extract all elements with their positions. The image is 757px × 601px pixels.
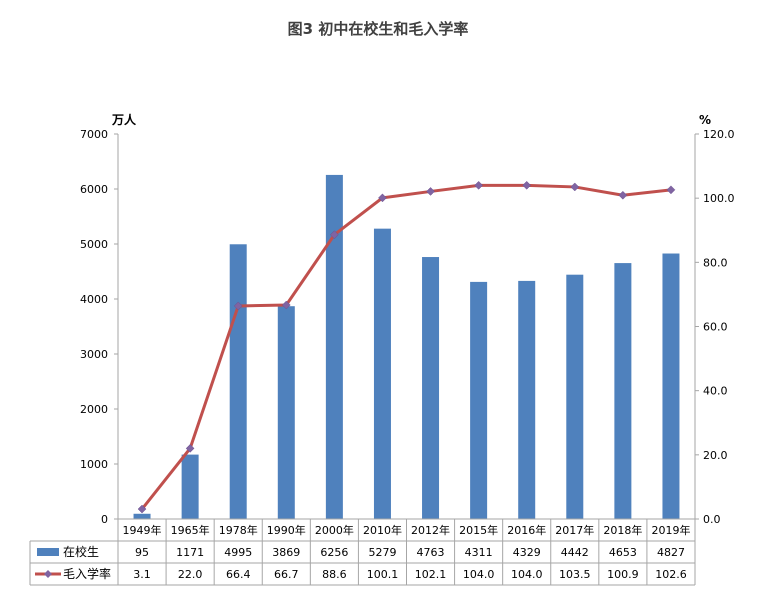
legend-label-line: 毛入学率 <box>63 566 111 581</box>
right-tick-label: 0.0 <box>703 513 721 526</box>
line-value-label: 104.0 <box>511 568 543 581</box>
x-tick-label: 2010年 <box>363 523 402 537</box>
bar-value-label: 3869 <box>272 546 300 559</box>
right-tick-label: 40.0 <box>703 385 728 398</box>
bar <box>422 257 440 519</box>
line-point <box>185 444 195 453</box>
bar-value-label: 4763 <box>417 546 445 559</box>
bar <box>566 274 584 519</box>
line-value-label: 102.1 <box>415 568 447 581</box>
line-value-label: 3.1 <box>133 568 151 581</box>
legend-label-bar: 在校生 <box>63 544 99 559</box>
x-tick-label: 2015年 <box>459 523 498 537</box>
line-point <box>426 187 435 196</box>
line-value-label: 104.0 <box>463 568 495 581</box>
line-value-label: 66.7 <box>274 568 299 581</box>
bar-value-label: 95 <box>135 546 149 559</box>
bar-value-label: 4442 <box>561 546 589 559</box>
data-table: 1949年 1965年 1978年 1990年 2000年 2010年 2012年 2015年… <box>29 518 696 586</box>
bar <box>229 244 247 519</box>
chart-title: 图3 初中在校生和毛入学率 <box>288 20 469 38</box>
line-point <box>281 300 291 310</box>
line-value-label: 100.9 <box>607 568 639 581</box>
x-tick-label: 2017年 <box>555 523 594 537</box>
x-tick-label: 2018年 <box>603 523 642 537</box>
line-point <box>233 301 243 311</box>
line-value-label: 100.1 <box>367 568 399 581</box>
left-tick-label: 7000 <box>80 128 108 141</box>
line-value-label: 22.0 <box>178 568 203 581</box>
x-tick-label: 2000年 <box>315 523 354 537</box>
bar-value-label: 4653 <box>609 546 637 559</box>
legend-marker-line <box>44 570 52 578</box>
line-value-label: 102.6 <box>655 568 687 581</box>
x-tick-label: 1978年 <box>219 523 258 537</box>
series-line <box>140 183 672 510</box>
bar-value-label: 4329 <box>513 546 541 559</box>
bar <box>614 263 632 519</box>
bar-value-label: 4827 <box>657 546 685 559</box>
left-tick-label: 2000 <box>80 403 108 416</box>
line-point <box>378 193 387 203</box>
bar <box>133 513 151 519</box>
bar <box>518 280 536 519</box>
right-tick-label: 60.0 <box>703 321 728 334</box>
bar-value-label: 4311 <box>465 546 493 559</box>
x-tick-label: 2012年 <box>411 523 450 537</box>
left-axis-unit: 万人 <box>111 112 137 127</box>
bar <box>325 174 343 520</box>
bar <box>662 253 680 519</box>
bar-value-label: 1171 <box>176 546 204 559</box>
right-tick-label: 80.0 <box>703 256 728 269</box>
x-tick-label: 2019年 <box>651 523 690 537</box>
bar <box>373 228 391 519</box>
legend-swatch-bar <box>37 548 59 556</box>
left-tick-label: 5000 <box>80 238 108 251</box>
line-value-label: 103.5 <box>559 568 591 581</box>
line-point <box>570 182 580 192</box>
right-tick-label: 20.0 <box>703 449 728 462</box>
left-tick-label: 4000 <box>80 293 108 306</box>
right-tick-label: 100.0 <box>703 192 735 205</box>
x-tick-label: 1949年 <box>123 523 162 537</box>
axes: 0 1000 2000 3000 4000 5000 6000 7000 0.0 20.0 40.0… <box>80 128 735 526</box>
bar-value-label: 6256 <box>320 546 348 559</box>
left-tick-label: 1000 <box>80 458 108 471</box>
bar <box>277 306 295 519</box>
line-point <box>522 180 532 190</box>
line-point <box>618 190 628 200</box>
bar-series <box>133 174 680 520</box>
x-tick-label: 2016年 <box>507 523 546 537</box>
line-point <box>474 180 483 190</box>
right-axis-unit: % <box>699 113 711 127</box>
line-value-label: 66.4 <box>226 568 251 581</box>
x-tick-label: 1990年 <box>267 523 306 537</box>
bar-value-label: 5279 <box>368 546 396 559</box>
right-tick-label: 120.0 <box>703 128 735 141</box>
bar <box>181 454 199 519</box>
line-series <box>137 180 676 514</box>
line-point <box>666 185 676 195</box>
bar-value-label: 4995 <box>224 546 252 559</box>
line-point <box>137 504 147 514</box>
line-point <box>330 230 339 240</box>
left-tick-label: 0 <box>101 513 108 526</box>
x-tick-label: 1965年 <box>171 523 210 537</box>
left-tick-label: 6000 <box>80 183 108 196</box>
left-tick-label: 3000 <box>80 348 108 361</box>
line-value-label: 88.6 <box>322 568 347 581</box>
bar <box>470 281 488 519</box>
